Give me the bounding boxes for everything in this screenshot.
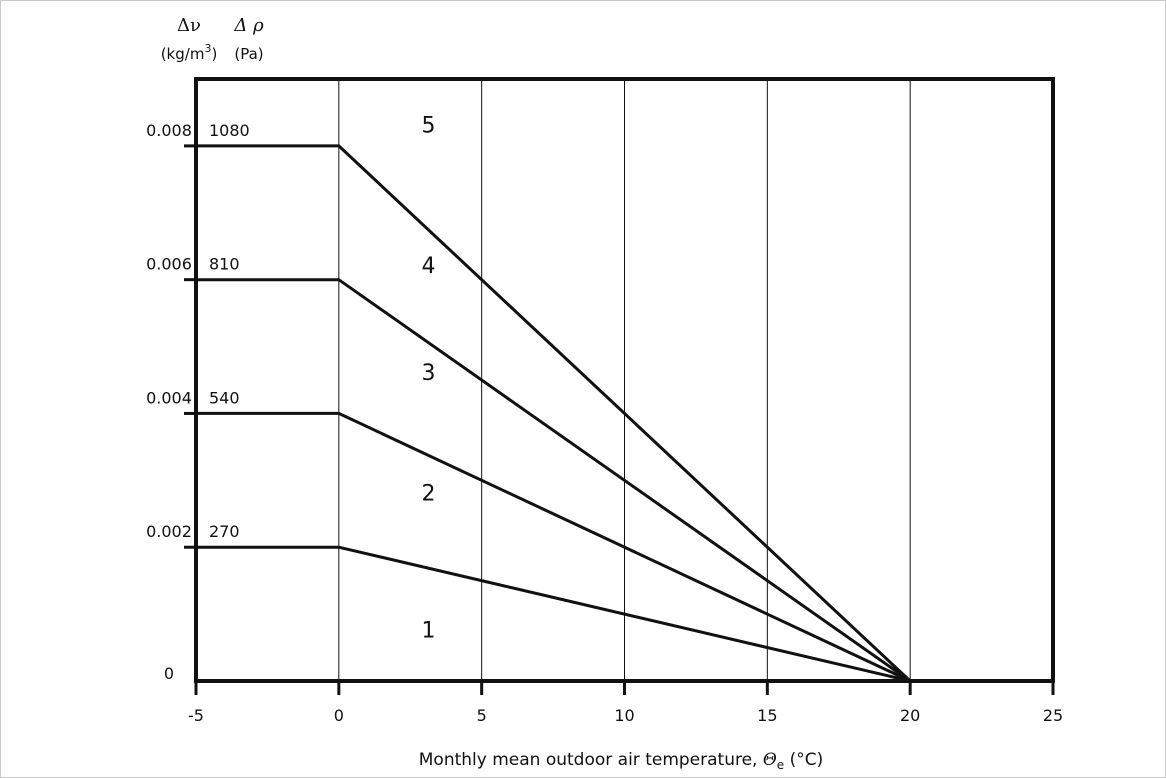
x-axis-label: Monthly mean outdoor air temperature, Θe…	[419, 750, 823, 772]
y-pressure-label-3: 810	[209, 255, 240, 274]
y-tick-label-3: 0.006	[146, 255, 192, 274]
zone-label-3: 3	[422, 361, 436, 386]
zone-label-1: 1	[422, 619, 436, 644]
y-axis-unit-density: (kg/m3)	[161, 42, 218, 63]
x-tick-label-6: 25	[1043, 706, 1063, 725]
series-line-2	[196, 411, 911, 683]
series-lines	[196, 144, 912, 683]
y-pressure-label-1: 270	[209, 522, 240, 541]
zone-label-5: 5	[422, 114, 436, 139]
y-pressure-label-4: 1080	[209, 121, 250, 140]
y-axis-symbol-pressure: Δ ρ	[233, 15, 264, 36]
x-tick-label-1: 0	[334, 706, 344, 725]
y-axis-unit-pressure: (Pa)	[234, 45, 263, 63]
y-tick-label-2: 0.004	[146, 388, 192, 407]
y-pressure-label-2: 540	[209, 388, 240, 407]
y-tick-label-1: 0.002	[146, 522, 192, 541]
tick-labels: 0 0.002 270 0.004 540 0.006 810 0.008 1080 -5 0 5 10…	[146, 121, 1063, 725]
y-tick-label-4: 0.008	[146, 121, 192, 140]
x-tick-label-5: 20	[900, 706, 920, 725]
x-tick-label-2: 5	[477, 706, 487, 725]
y-axis-symbol-density: Δν	[177, 15, 201, 36]
series-line-3	[196, 278, 912, 683]
zone-label-4: 4	[422, 254, 436, 279]
series-line-1	[196, 545, 911, 683]
x-tick-label-4: 15	[757, 706, 777, 725]
series-line-4	[196, 144, 912, 683]
zone-label-2: 2	[422, 481, 436, 506]
zone-labels: 1 2 3 4 5	[422, 114, 436, 644]
y-tick-label-0: 0	[164, 664, 174, 683]
x-tick-label-0: -5	[188, 706, 204, 725]
x-tick-label-3: 10	[614, 706, 634, 725]
